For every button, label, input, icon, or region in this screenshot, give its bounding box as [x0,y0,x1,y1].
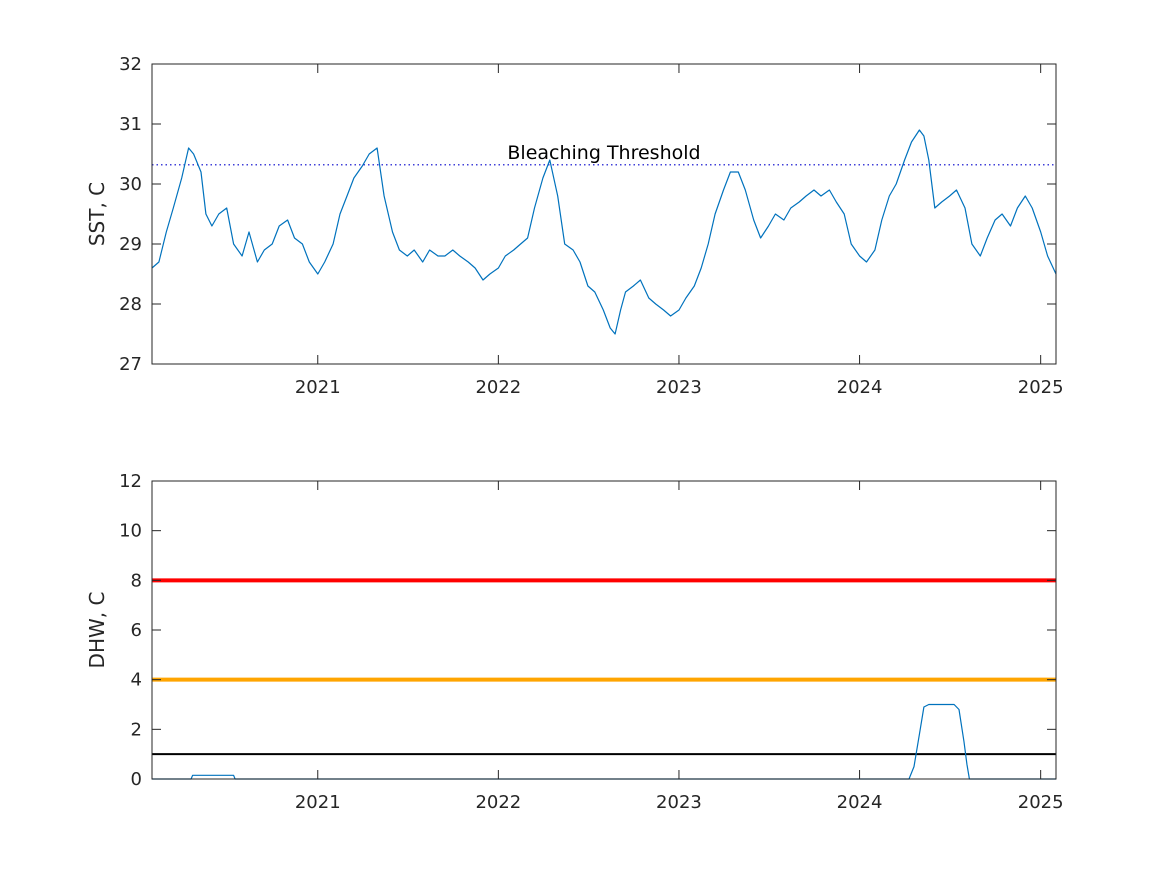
sst-x-tick-label: 2021 [295,377,341,398]
sst-y-tick-label: 32 [119,54,142,75]
sst-x-tick-label: 2022 [475,377,521,398]
dhw-axes-box [151,480,1057,780]
sst-y-tick-label: 28 [119,294,142,315]
dhw-y-tick-label: 12 [119,471,142,492]
dhw-y-tick-label: 0 [131,769,142,790]
sst-panel: Bleaching Threshold 2021 2022 2023 2024 2025 2… [85,54,1064,398]
dhw-x-tick-label: 2025 [1018,792,1064,813]
sst-axes-box [151,63,1057,365]
dhw-series-line-0 [152,703,1056,780]
sst-y-axis-label: SST, C [85,182,109,246]
dhw-y-tick-label: 2 [131,719,142,740]
dhw-x-tick-label: 2024 [837,792,883,813]
dhw-y-tick-label: 10 [119,521,142,542]
dhw-panel: 2021 2022 2023 2024 2025 0 2 4 6 8 10 12 DHW, C [85,471,1064,813]
sst-x-tick-label: 2024 [837,377,883,398]
dhw-x-tick-label: 2021 [295,792,341,813]
sst-x-tick-label: 2025 [1018,377,1064,398]
dhw-y-tick-label: 4 [131,670,142,691]
sst-y-tick-label: 31 [119,114,142,135]
dhw-y-axis-label: DHW, C [85,592,109,669]
sst-series-line-0 [151,129,1057,335]
dhw-y-tick-label: 6 [131,620,142,641]
dhw-y-tick-label: 8 [131,570,142,591]
sst-x-tick-label: 2023 [656,377,702,398]
dhw-x-tick-label: 2022 [475,792,521,813]
sst-y-tick-label: 29 [119,234,142,255]
dhw-x-tick-label: 2023 [656,792,702,813]
threshold-label: Bleaching Threshold [507,142,700,164]
sst-y-tick-label: 30 [119,174,142,195]
sst-y-tick-label: 27 [119,354,142,375]
